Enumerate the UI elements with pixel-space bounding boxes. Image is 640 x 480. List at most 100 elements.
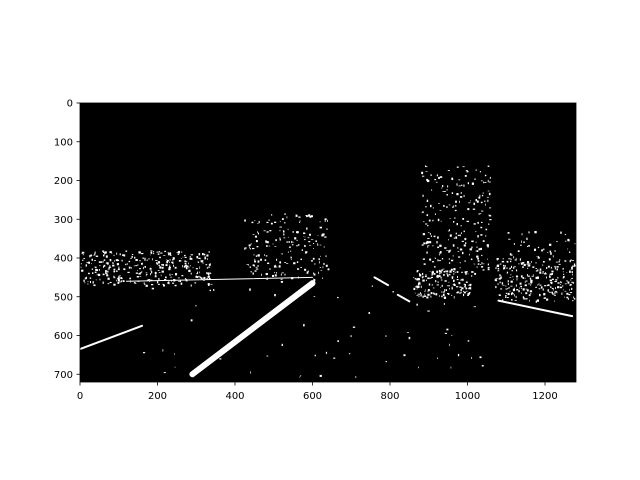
edge-pixel <box>278 265 281 268</box>
edge-pixel <box>441 258 444 260</box>
edge-pixel <box>459 262 461 264</box>
edge-pixel <box>303 324 305 327</box>
edge-pixel <box>510 280 513 283</box>
far-right-mid-edges <box>507 230 577 260</box>
edge-pixel <box>100 261 103 263</box>
edge-pixel <box>415 286 417 288</box>
edge-pixel <box>440 251 442 254</box>
edge-pixel <box>471 182 474 185</box>
edge-pixel <box>499 277 503 279</box>
edge-pixel <box>433 272 436 275</box>
edge-pixel <box>435 280 437 283</box>
edge-pixel <box>266 221 269 224</box>
edge-pixel <box>526 289 529 292</box>
edge-pixel <box>196 276 199 279</box>
edge-pixel <box>570 279 572 281</box>
edge-pixel <box>421 175 425 177</box>
edge-pixel <box>105 272 107 274</box>
edge-pixel <box>274 274 277 277</box>
edge-pixel <box>306 227 308 230</box>
edge-pixel <box>313 278 314 280</box>
edge-pixel <box>456 278 459 281</box>
edge-pixel <box>189 255 191 258</box>
edge-pixel <box>170 253 171 256</box>
edge-pixel <box>162 284 165 286</box>
edge-pixel <box>432 270 434 273</box>
edge-pixel <box>443 292 445 294</box>
edge-pixel <box>161 266 164 269</box>
edge-pixel <box>219 358 222 360</box>
edge-pixel <box>524 284 527 287</box>
edge-pixel <box>465 271 468 273</box>
edge-pixel <box>82 259 84 261</box>
edge-pixel <box>536 255 538 257</box>
edge-pixel <box>385 335 387 337</box>
edge-pixel <box>527 275 530 277</box>
edge-pixel <box>560 231 562 234</box>
edge-pixel <box>502 258 504 260</box>
edge-pixel <box>257 260 260 263</box>
edge-pixel <box>322 277 324 279</box>
edge-pixel <box>554 280 557 283</box>
edge-pixel <box>503 266 506 269</box>
edge-pixel <box>180 260 182 262</box>
edge-pixel <box>350 335 352 338</box>
edge-pixel <box>446 328 449 331</box>
edge-pixel <box>463 283 465 286</box>
edge-pixel <box>281 272 284 274</box>
edge-pixel <box>296 261 299 263</box>
edge-pixel <box>92 281 94 284</box>
edge-pixel <box>422 258 425 260</box>
edge-pixel <box>500 288 503 290</box>
edge-pixel <box>121 259 123 262</box>
edge-pixel <box>453 237 455 239</box>
edge-pixel <box>471 356 473 359</box>
edge-pixel <box>253 253 255 256</box>
edge-pixel <box>426 296 429 299</box>
edge-pixel <box>422 272 424 276</box>
edge-pixel <box>551 270 554 273</box>
edge-pixel <box>442 293 445 296</box>
right-lane-dashes-1 <box>373 276 390 287</box>
edge-pixel <box>291 240 293 244</box>
edge-pixel <box>526 261 530 264</box>
edge-pixel <box>183 265 186 268</box>
edge-pixel <box>473 263 476 265</box>
edge-pixel <box>444 270 446 273</box>
edge-pixel <box>473 202 476 205</box>
edge-pixel <box>158 272 161 273</box>
edge-pixel <box>421 212 424 214</box>
edge-pixel <box>530 279 533 282</box>
edge-pixel <box>424 295 427 297</box>
edge-pixel <box>430 292 433 294</box>
edge-pixel <box>102 273 105 276</box>
edge-pixel <box>550 267 553 269</box>
edge-pixel <box>525 298 528 300</box>
edge-pixel <box>269 268 271 271</box>
edge-pixel <box>549 273 552 276</box>
edge-pixel <box>456 166 459 168</box>
edge-pixel <box>564 234 567 236</box>
edge-pixel <box>324 236 327 238</box>
edge-pixel <box>94 271 97 273</box>
edge-pixel <box>288 241 291 243</box>
edge-pixel <box>156 281 159 284</box>
edge-pixel <box>209 289 211 292</box>
edge-pixel <box>498 294 501 296</box>
edge-pixel <box>117 259 119 261</box>
edge-pixel <box>528 299 530 302</box>
edge-pixel <box>136 275 139 278</box>
edge-pixel <box>564 283 567 285</box>
edge-pixel <box>448 204 451 206</box>
edge-pixel <box>435 181 438 183</box>
edge-pixel <box>421 171 424 175</box>
edge-pixel <box>416 295 419 296</box>
edge-pixel <box>508 238 511 240</box>
edge-pixel <box>437 281 439 283</box>
edge-pixel <box>461 240 464 242</box>
edge-pixel <box>431 284 434 286</box>
edge-pixel <box>483 181 484 184</box>
edge-pixel <box>172 259 174 261</box>
edge-pixel <box>250 243 252 245</box>
edge-pixel <box>254 258 256 262</box>
